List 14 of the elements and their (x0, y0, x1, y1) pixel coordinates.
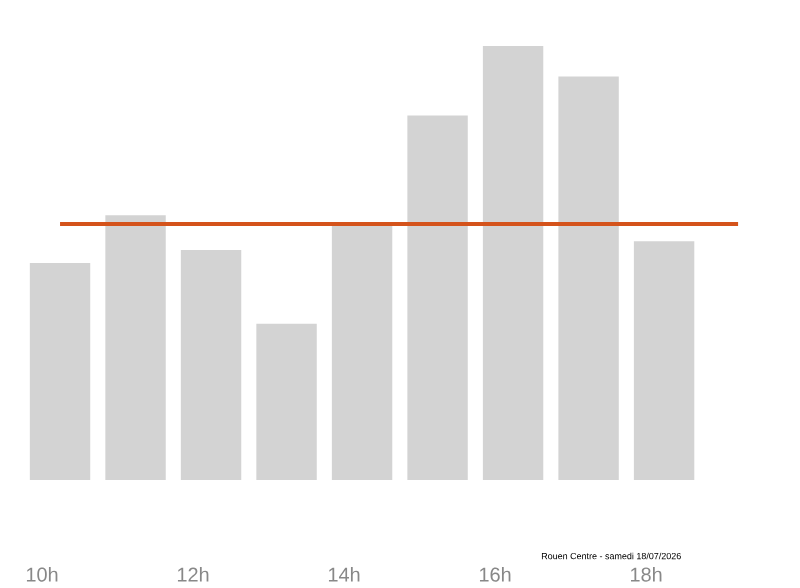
bar (633, 241, 695, 480)
bar (105, 215, 166, 480)
bar (407, 115, 468, 480)
x-tick-label: 10h (26, 566, 58, 582)
bar (331, 223, 393, 480)
x-tick-label: 14h (328, 566, 360, 582)
x-tick-label: 12h (177, 566, 209, 582)
x-tick-label: 18h (631, 566, 662, 582)
bar (29, 262, 91, 480)
bar (558, 76, 619, 480)
x-tick-label: 16h (479, 566, 511, 582)
bar (482, 45, 544, 480)
bar (180, 249, 242, 480)
bar (256, 323, 317, 480)
